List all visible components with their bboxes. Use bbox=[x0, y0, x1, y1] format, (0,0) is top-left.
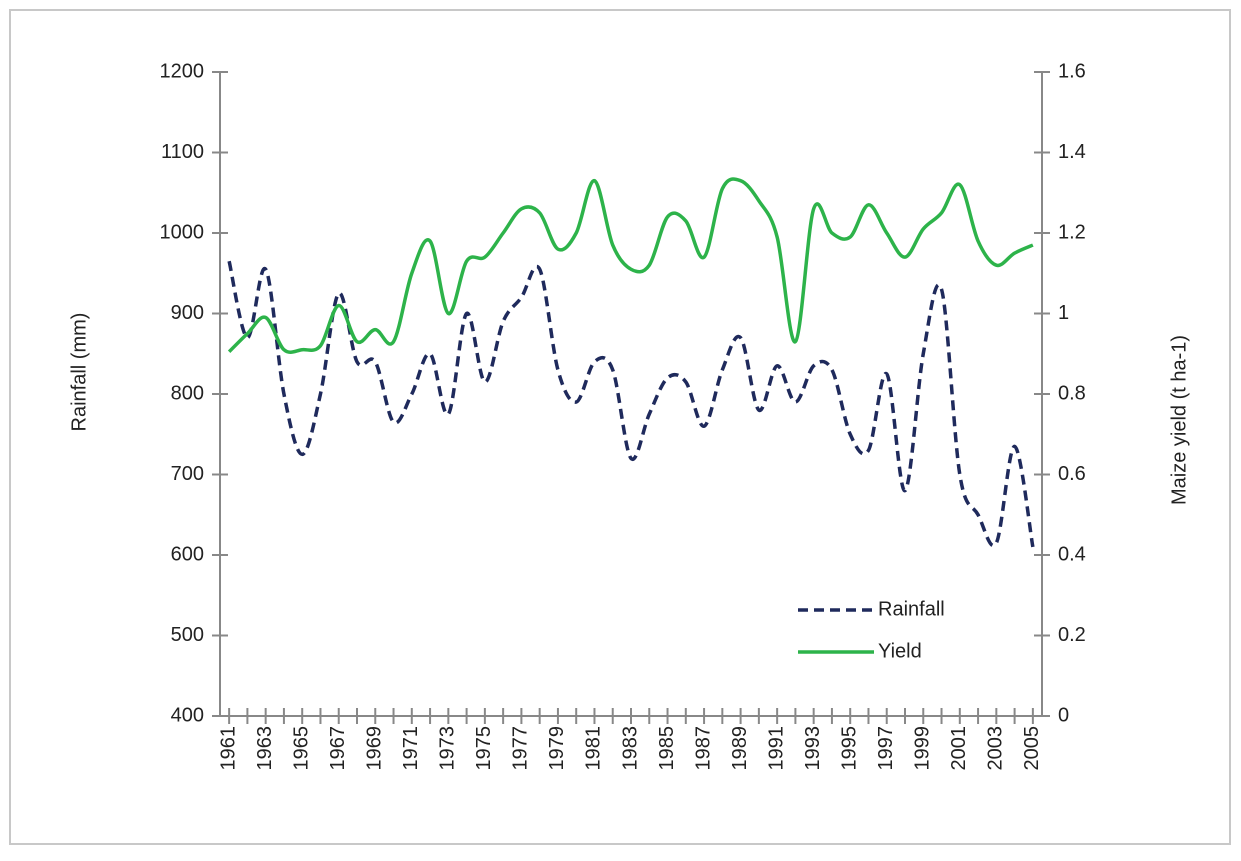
y2-tick-label: 1.4 bbox=[1058, 141, 1086, 163]
x-tick-label: 1965 bbox=[290, 726, 312, 771]
x-tick-label: 1991 bbox=[765, 726, 787, 771]
x-tick-label: 1977 bbox=[510, 726, 532, 771]
x-tick-label: 1999 bbox=[912, 726, 934, 771]
y-tick-label: 1100 bbox=[161, 141, 204, 163]
y-tick-label: 1000 bbox=[160, 221, 205, 243]
x-tick-label: 1979 bbox=[546, 726, 568, 771]
legend-label: Yield bbox=[878, 640, 922, 662]
x-tick-label: 1973 bbox=[437, 726, 459, 771]
x-tick-label: 1961 bbox=[217, 726, 239, 771]
x-tick-label: 1975 bbox=[473, 726, 495, 771]
y2-tick-label: 0.8 bbox=[1058, 382, 1086, 404]
x-tick-label: 1967 bbox=[327, 726, 349, 771]
x-tick-label: 2005 bbox=[1021, 726, 1043, 771]
y-tick-label: 700 bbox=[171, 463, 204, 485]
x-tick-label: 1989 bbox=[729, 726, 751, 771]
y-tick-label: 800 bbox=[171, 382, 204, 404]
y2-tick-label: 0.2 bbox=[1058, 624, 1086, 646]
y-tick-label: 600 bbox=[171, 543, 204, 565]
series-line bbox=[227, 260, 1035, 548]
x-tick-label: 1963 bbox=[254, 726, 276, 771]
y-tick-label: 500 bbox=[171, 624, 204, 646]
x-tick-label: 2003 bbox=[985, 726, 1007, 771]
x-tick-label: 1969 bbox=[364, 726, 386, 771]
y2-tick-label: 0.4 bbox=[1058, 543, 1086, 565]
y2-tick-label: 1.6 bbox=[1058, 60, 1086, 82]
x-tick-label: 1985 bbox=[656, 726, 678, 771]
y2-axis-title: Maize yield (t ha-1) bbox=[1168, 335, 1190, 505]
x-tick-label: 1971 bbox=[400, 726, 422, 771]
y2-tick-label: 1 bbox=[1058, 302, 1069, 324]
frame bbox=[9, 9, 1231, 845]
x-tick-label: 1993 bbox=[802, 726, 824, 771]
y-axis-title: Rainfall (mm) bbox=[68, 313, 90, 432]
y-tick-label: 900 bbox=[171, 302, 204, 324]
y2-tick-label: 1.2 bbox=[1058, 221, 1086, 243]
y-tick-label: 1200 bbox=[160, 60, 205, 82]
y-tick-label: 400 bbox=[171, 704, 204, 726]
series-line bbox=[227, 177, 1034, 355]
x-tick-label: 1987 bbox=[692, 726, 714, 771]
y2-tick-label: 0 bbox=[1058, 704, 1069, 726]
x-tick-label: 2001 bbox=[948, 726, 970, 771]
x-tick-label: 1983 bbox=[619, 726, 641, 771]
y2-tick-label: 0.6 bbox=[1058, 463, 1086, 485]
x-tick-label: 1981 bbox=[583, 726, 605, 771]
legend-label: Rainfall bbox=[878, 598, 945, 620]
x-tick-label: 1995 bbox=[838, 726, 860, 771]
x-tick-label: 1997 bbox=[875, 726, 897, 771]
